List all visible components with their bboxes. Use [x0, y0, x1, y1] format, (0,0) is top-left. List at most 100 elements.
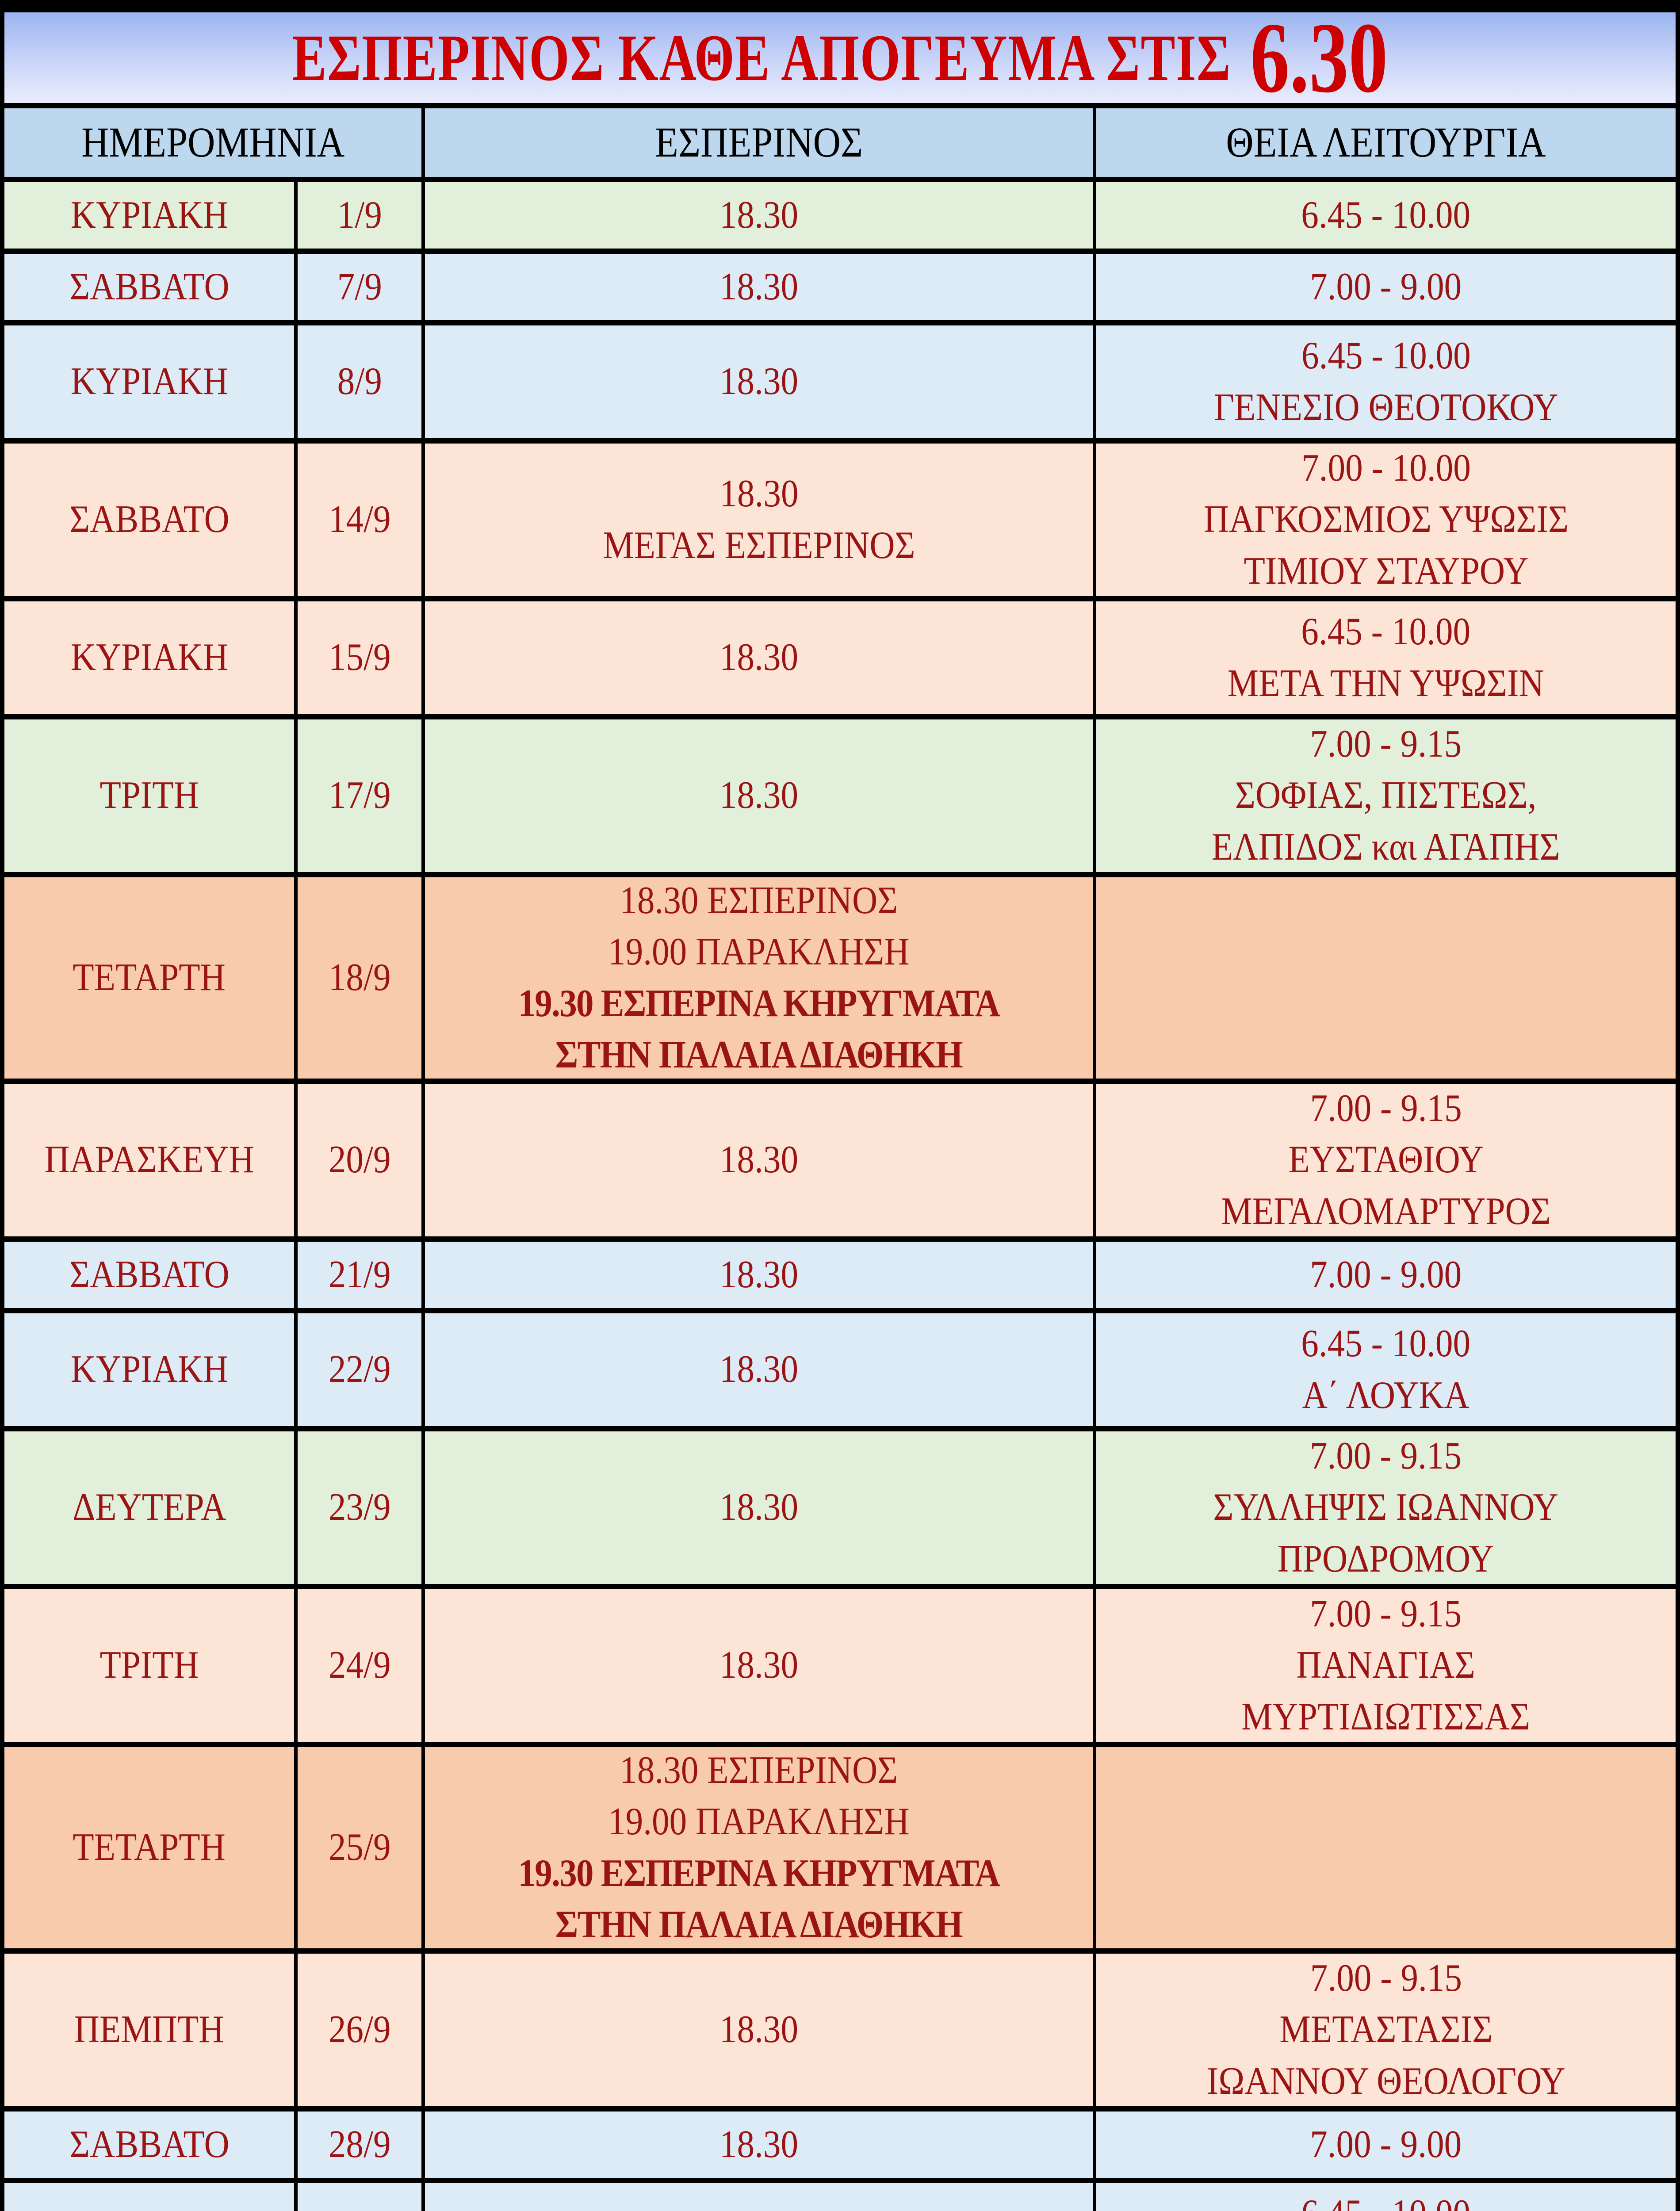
day-cell: ΔΕΥΤΕΡΑ [4, 1431, 294, 1584]
vespers-note: ΜΕΓΑΣ ΕΣΠΕΡΙΝΟΣ [602, 524, 915, 567]
vespers-cell: 18.30 [425, 1242, 1093, 1308]
liturgy-feast: ΜΕΓΑΛΟΜΑΡΤΥΡΟΣ [1221, 1190, 1551, 1233]
date-cell: 22/9 [298, 1313, 421, 1426]
vespers-time: 18.30 [719, 774, 799, 817]
vespers-event: 18.30 ΕΣΠΕΡΙΝΟΣ [620, 1749, 898, 1792]
vespers-cell: 18.30 [425, 719, 1093, 872]
day-name: ΣΑΒΒΑΤΟ [69, 2123, 230, 2166]
day-cell: ΚΥΡΙΑΚΗ [4, 325, 294, 438]
day-name: ΤΕΤΑΡΤΗ [73, 956, 226, 999]
liturgy-feast: ΜΕΤΑΣΤΑΣΙΣ [1279, 2008, 1492, 2051]
liturgy-feast: ΜΕΤΑ ΤΗΝ ΥΨΩΣΙΝ [1228, 662, 1544, 705]
vespers-time: 18.30 [719, 472, 799, 516]
liturgy-feast: ΕΛΠΙΔΟΣ και ΑΓΑΠΗΣ [1212, 825, 1560, 868]
date-value: 28/9 [328, 2123, 391, 2166]
vespers-cell: 18.30 [425, 182, 1093, 249]
date-value: 8/9 [337, 360, 382, 403]
liturgy-time: 7.00 - 9.00 [1310, 1253, 1462, 1296]
vespers-cell: 18.30 ΕΣΠΕΡΙΝΟΣ 19.00 ΠΑΡΑΚΛΗΣΗ 19.30 ΕΣ… [425, 1747, 1093, 1948]
liturgy-cell-empty [1096, 877, 1676, 1079]
vespers-cell: 18.30 [425, 325, 1093, 438]
table-row: ΣΑΒΒΑΤΟ 7/9 18.30 7.00 - 9.00 [4, 254, 1676, 320]
day-name: ΚΥΡΙΑΚΗ [70, 360, 228, 403]
liturgy-time: 7.00 - 9.15 [1310, 1434, 1462, 1478]
liturgy-cell: 7.00 - 10.00 ΠΑΓΚΟΣΜΙΟΣ ΥΨΩΣΙΣ ΤΙΜΙΟΥ ΣΤ… [1096, 444, 1676, 596]
header-cell-vespers: ΕΣΠΕΡΙΝΟΣ [425, 108, 1093, 177]
vespers-time: 18.30 [719, 2008, 799, 2051]
liturgy-cell: 6.45 - 10.00 ΓΕΝΕΣΙΟ ΘΕΟΤΟΚΟΥ [1096, 325, 1676, 438]
date-value: 20/9 [328, 1138, 391, 1182]
day-cell: ΤΕΤΑΡΤΗ [4, 877, 294, 1079]
table-row: ΤΡΙΤΗ 17/9 18.30 7.00 - 9.15 ΣΟΦΙΑΣ, ΠΙΣ… [4, 719, 1676, 872]
date-value: 17/9 [328, 774, 391, 817]
liturgy-cell: 6.45 - 10.00 ΜΕΤΑ ΤΗΝ ΥΨΩΣΙΝ [1096, 601, 1676, 714]
date-cell: 14/9 [298, 444, 421, 596]
date-cell: 25/9 [298, 1747, 421, 1948]
liturgy-cell: 7.00 - 9.15 ΕΥΣΤΑΘΙΟΥ ΜΕΓΑΛΟΜΑΡΤΥΡΟΣ [1096, 1084, 1676, 1236]
liturgy-feast: ΠΑΝΑΓΙΑΣ [1296, 1644, 1476, 1687]
vespers-cell: 18.30 [425, 254, 1093, 320]
vespers-time: 18.30 [719, 1138, 799, 1182]
day-cell: ΚΥΡΙΑΚΗ [4, 2183, 294, 2211]
day-cell: ΣΑΒΒΑΤΟ [4, 2112, 294, 2178]
date-cell: 28/9 [298, 2112, 421, 2178]
liturgy-cell: 6.45 - 10.00 [1096, 182, 1676, 249]
liturgy-time: 6.45 - 10.00 [1301, 193, 1471, 237]
day-name: ΠΕΜΠΤΗ [74, 2008, 224, 2051]
vespers-cell: 18.30 [425, 601, 1093, 714]
date-value: 1/9 [337, 193, 382, 237]
date-cell: 23/9 [298, 1431, 421, 1584]
title-time: 6.30 [1250, 2, 1388, 114]
date-cell: 7/9 [298, 254, 421, 320]
day-cell: ΣΑΒΒΑΤΟ [4, 254, 294, 320]
liturgy-feast: ΜΥΡΤΙΔΙΩΤΙΣΣΑΣ [1241, 1695, 1531, 1738]
vespers-cell: 18.30 [425, 2183, 1093, 2211]
date-cell: 1/9 [298, 182, 421, 249]
page-title: ΕΣΠΕΡΙΝΟΣ ΚΑΘΕ ΑΠΟΓΕΥΜΑ ΣΤΙΣ [292, 21, 1232, 95]
vespers-time: 18.30 [719, 1253, 799, 1296]
table-row: ΔΕΥΤΕΡΑ 23/9 18.30 7.00 - 9.15 ΣΥΛΛΗΨΙΣ … [4, 1431, 1676, 1584]
table-row: ΣΑΒΒΑΤΟ 14/9 18.30 ΜΕΓΑΣ ΕΣΠΕΡΙΝΟΣ 7.00 … [4, 444, 1676, 596]
table-row: ΚΥΡΙΑΚΗ 1/9 18.30 6.45 - 10.00 [4, 182, 1676, 249]
day-name: ΠΑΡΑΣΚΕΥΗ [44, 1138, 254, 1182]
vespers-time: 18.30 [719, 636, 799, 679]
vespers-cell: 18.30 [425, 1589, 1093, 1742]
liturgy-feast: ΠΑΓΚΟΣΜΙΟΣ ΥΨΩΣΙΣ [1203, 498, 1569, 541]
table-row: ΤΕΤΑΡΤΗ 18/9 18.30 ΕΣΠΕΡΙΝΟΣ 19.00 ΠΑΡΑΚ… [4, 877, 1676, 1079]
day-name: ΤΡΙΤΗ [99, 774, 199, 817]
day-name: ΔΕΥΤΕΡΑ [72, 1486, 226, 1529]
liturgy-feast: ΣΥΛΛΗΨΙΣ ΙΩΑΝΝΟΥ [1213, 1486, 1559, 1529]
header-row: ΗΜΕΡΟΜΗΝΙΑ ΕΣΠΕΡΙΝΟΣ ΘΕΙΑ ΛΕΙΤΟΥΡΓΙΑ [4, 108, 1676, 177]
date-value: 24/9 [328, 1644, 391, 1687]
vespers-event: ΣΤΗΝ ΠΑΛΑΙΑ ΔΙΑΘΗΚΗ [555, 1903, 963, 1946]
table-row: ΤΡΙΤΗ 24/9 18.30 7.00 - 9.15 ΠΑΝΑΓΙΑΣ ΜΥ… [4, 1589, 1676, 1742]
date-cell: 21/9 [298, 1242, 421, 1308]
liturgy-time: 7.00 - 10.00 [1301, 447, 1471, 490]
liturgy-time: 7.00 - 9.15 [1310, 723, 1462, 766]
header-cell-date: ΗΜΕΡΟΜΗΝΙΑ [4, 108, 421, 177]
title-inner: ΕΣΠΕΡΙΝΟΣ ΚΑΘΕ ΑΠΟΓΕΥΜΑ ΣΤΙΣ 6.30 [292, 8, 1388, 108]
table-row: ΚΥΡΙΑΚΗ 15/9 18.30 6.45 - 10.00 ΜΕΤΑ ΤΗΝ… [4, 601, 1676, 714]
day-name: ΣΑΒΒΑΤΟ [69, 1253, 230, 1296]
day-cell: ΚΥΡΙΑΚΗ [4, 1313, 294, 1426]
liturgy-cell: 7.00 - 9.15 ΣΟΦΙΑΣ, ΠΙΣΤΕΩΣ, ΕΛΠΙΔΟΣ και… [1096, 719, 1676, 872]
liturgy-time: 7.00 - 9.00 [1310, 265, 1462, 308]
date-cell: 15/9 [298, 601, 421, 714]
liturgy-feast: ΣΟΦΙΑΣ, ΠΙΣΤΕΩΣ, [1235, 774, 1537, 817]
vespers-cell: 18.30 [425, 1954, 1093, 2106]
vespers-time: 18.30 [719, 265, 799, 308]
date-value: 25/9 [328, 1826, 391, 1869]
date-cell: 24/9 [298, 1589, 421, 1742]
header-label-liturgy: ΘΕΙΑ ΛΕΙΤΟΥΡΓΙΑ [1226, 119, 1546, 166]
day-cell: ΤΡΙΤΗ [4, 719, 294, 872]
date-value: 21/9 [328, 1253, 391, 1296]
date-cell: 17/9 [298, 719, 421, 872]
table-row: ΣΑΒΒΑΤΟ 21/9 18.30 7.00 - 9.00 [4, 1242, 1676, 1308]
table-row: ΚΥΡΙΑΚΗ 8/9 18.30 6.45 - 10.00 ΓΕΝΕΣΙΟ Θ… [4, 325, 1676, 438]
liturgy-time: 6.45 - 10.00 [1301, 610, 1471, 654]
liturgy-cell: 7.00 - 9.15 ΜΕΤΑΣΤΑΣΙΣ ΙΩΑΝΝΟΥ ΘΕΟΛΟΓΟΥ [1096, 1954, 1676, 2106]
vespers-cell: 18.30 [425, 1084, 1093, 1236]
liturgy-cell: 7.00 - 9.00 [1096, 2112, 1676, 2178]
vespers-event: 19.00 ΠΑΡΑΚΛΗΣΗ [608, 930, 910, 974]
